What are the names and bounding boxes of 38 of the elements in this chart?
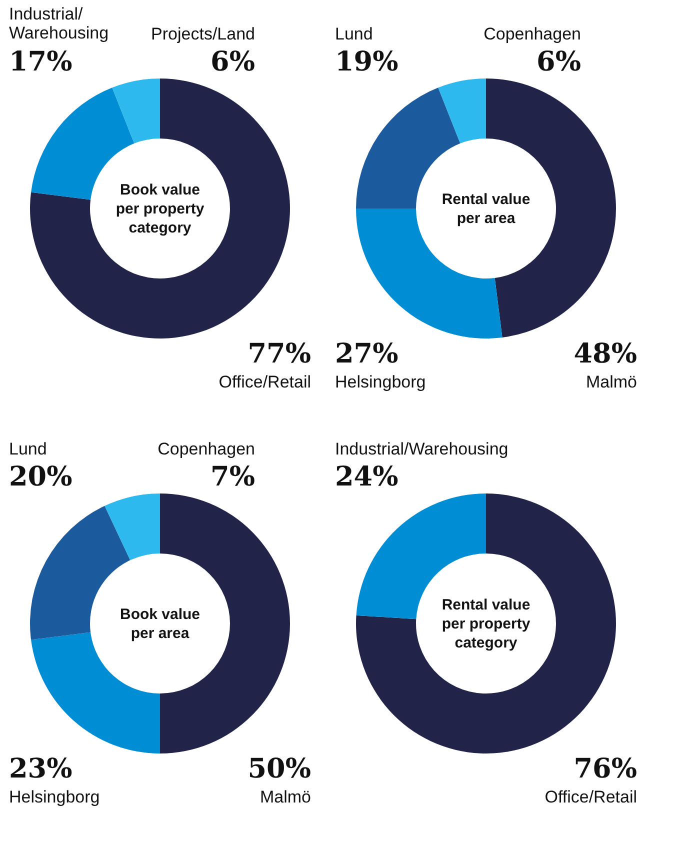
slice-label: Malmö bbox=[586, 372, 637, 392]
donut-slice bbox=[356, 494, 616, 754]
data-label: 50% bbox=[248, 754, 311, 784]
data-label: 24% bbox=[335, 462, 398, 492]
slice-label: Office/Retail bbox=[544, 788, 637, 806]
donut-slice bbox=[30, 78, 290, 338]
text: Book value per property category bbox=[116, 182, 205, 236]
donut-slice bbox=[104, 494, 160, 560]
donut-slice bbox=[160, 494, 290, 754]
slice-label: Industrial/Warehousing bbox=[335, 440, 508, 458]
slice-label: Office/Retail bbox=[218, 372, 311, 392]
slice-label: Helsingborg bbox=[9, 788, 100, 806]
text: Rental value per area bbox=[442, 191, 530, 227]
data-label: 77% bbox=[248, 338, 311, 370]
slice-label: Lund bbox=[335, 24, 373, 44]
data-label: 6% bbox=[210, 46, 255, 78]
data-label: 7% bbox=[210, 462, 255, 492]
text: Book value per area bbox=[120, 606, 200, 642]
slice-label: Industrial/Warehousing bbox=[9, 4, 109, 42]
slice-label: Copenhagen bbox=[484, 24, 581, 44]
data-label: 6% bbox=[536, 46, 581, 78]
donut-slice bbox=[438, 78, 486, 144]
donut-slice bbox=[486, 78, 616, 338]
data-label: 27% bbox=[335, 338, 398, 370]
text: Rental value per property category bbox=[442, 596, 531, 652]
slice-label: Helsingborg bbox=[335, 372, 426, 392]
data-label: 17% bbox=[9, 46, 72, 78]
donut-slice bbox=[356, 494, 486, 620]
slice-label: Lund bbox=[9, 440, 47, 458]
data-label: 76% bbox=[574, 754, 637, 784]
slice-label: Copenhagen bbox=[158, 440, 255, 458]
slice-label: Projects/Land bbox=[151, 24, 255, 44]
data-label: 48% bbox=[574, 338, 637, 370]
donut-slice bbox=[112, 78, 160, 144]
data-label: 20% bbox=[9, 462, 72, 492]
slice-label: Malmö bbox=[260, 788, 311, 806]
data-label: 19% bbox=[335, 46, 398, 78]
data-label: 23% bbox=[9, 754, 72, 784]
